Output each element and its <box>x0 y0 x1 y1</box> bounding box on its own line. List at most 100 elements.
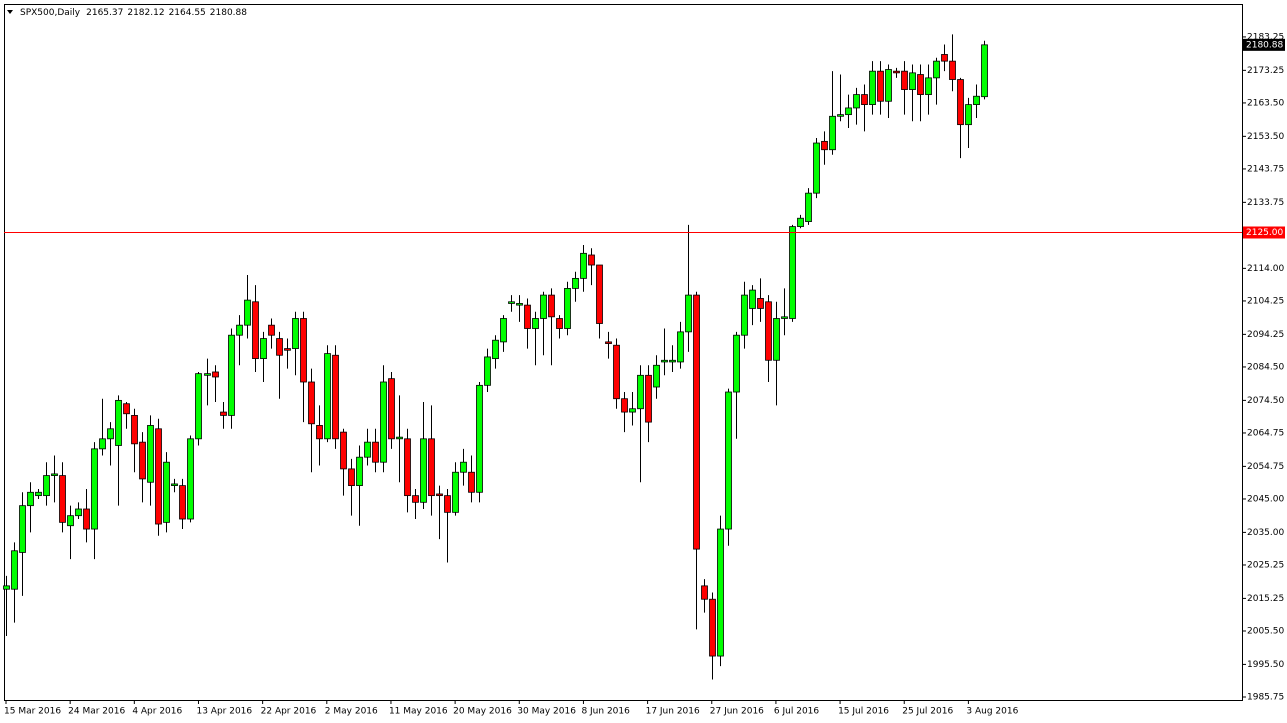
candle-body <box>412 495 419 503</box>
x-tick-label: 13 Apr 2016 <box>196 707 252 717</box>
header-high: 2182.12 <box>127 8 164 18</box>
candle-body <box>917 74 924 95</box>
candle-body <box>195 373 202 440</box>
candle-body <box>588 254 595 266</box>
candle-body <box>933 60 940 79</box>
candle-body <box>131 415 138 445</box>
candle-body <box>596 264 603 324</box>
y-tick-label: 2133.75 <box>1247 198 1284 208</box>
candle-body <box>107 428 114 440</box>
y-tick-label: 2183.25 <box>1247 32 1284 42</box>
candle-body <box>484 356 491 386</box>
x-tick-label: 15 Mar 2016 <box>4 707 61 717</box>
candle-body <box>540 294 547 319</box>
candle-body <box>83 508 90 530</box>
candle-body <box>163 461 170 523</box>
plot-frame <box>4 4 1243 701</box>
candle-body <box>725 391 732 530</box>
candle-body <box>605 341 612 344</box>
candle-body <box>949 60 956 80</box>
candle-body <box>877 70 884 102</box>
candle-body <box>316 425 323 440</box>
candle-body <box>564 288 571 329</box>
candle-body <box>364 441 371 458</box>
candle-body <box>155 428 162 525</box>
candle-body <box>765 301 772 361</box>
candle-body <box>693 294 700 550</box>
y-tick-label: 2005.50 <box>1247 626 1284 636</box>
candle-body <box>797 217 804 227</box>
y-tick-label: 2163.50 <box>1247 98 1284 108</box>
candle-body <box>99 438 106 450</box>
y-tick-label: 2173.25 <box>1247 66 1284 76</box>
candle-body <box>284 348 291 351</box>
candle-body <box>428 438 435 497</box>
x-tick-label: 11 May 2016 <box>389 707 448 717</box>
candle-body <box>292 318 299 349</box>
candle-body <box>837 114 844 117</box>
candle-body <box>348 468 355 487</box>
candle-body <box>171 483 178 487</box>
chart-header: SPX500,Daily 2165.37 2182.12 2164.55 2180.88 <box>20 8 247 18</box>
candle-body <box>492 339 499 360</box>
y-tick-label: 2035.00 <box>1247 528 1284 538</box>
candle-body <box>51 473 58 476</box>
candle-body <box>773 318 780 361</box>
candle-body <box>220 411 227 416</box>
candle-body <box>981 44 988 98</box>
candle-body <box>179 485 186 520</box>
candle-body <box>356 456 363 487</box>
candle-body <box>893 70 900 74</box>
candle-body <box>861 94 868 105</box>
candle-body <box>909 72 916 90</box>
candle-body <box>645 374 652 423</box>
y-tick-label: 2045.00 <box>1247 494 1284 504</box>
candle-body <box>43 475 50 497</box>
price-tag <box>1243 38 1285 51</box>
candle-body <box>781 316 788 319</box>
y-tick-label: 2094.25 <box>1247 330 1284 340</box>
candle-body <box>187 438 194 520</box>
x-tick-label: 27 Jun 2016 <box>710 707 764 717</box>
candle-body <box>396 436 403 440</box>
candle-body <box>957 79 964 126</box>
candle-body <box>59 475 66 523</box>
candle-body <box>829 115 836 151</box>
x-tick-label: 20 May 2016 <box>453 707 512 717</box>
candle-body <box>749 289 756 309</box>
header-open: 2165.37 <box>86 8 123 18</box>
x-tick-label: 24 Mar 2016 <box>68 707 125 717</box>
candle-body <box>508 301 515 304</box>
candle-body <box>204 373 211 376</box>
y-tick-label: 2084.50 <box>1247 362 1284 372</box>
candle-body <box>845 107 852 116</box>
candle-body <box>677 331 684 363</box>
candle-body <box>757 298 764 309</box>
candle-body <box>436 493 443 497</box>
candle-body <box>661 359 668 363</box>
candle-body <box>805 192 812 222</box>
candle-body <box>741 294 748 336</box>
candle-body <box>709 598 716 657</box>
candle-body <box>67 515 74 527</box>
candle-body <box>388 378 395 440</box>
candle-body <box>629 408 636 413</box>
candle-body <box>925 77 932 95</box>
candle-body <box>340 431 347 470</box>
candle-body <box>468 471 475 493</box>
candle-body <box>212 371 219 378</box>
x-tick-label: 3 Aug 2016 <box>966 707 1018 717</box>
x-tick-label: 6 Jul 2016 <box>774 707 819 717</box>
candle-body <box>236 324 243 336</box>
candle-body <box>308 381 315 425</box>
x-tick-label: 25 Jul 2016 <box>902 707 953 717</box>
candle-body <box>941 54 948 62</box>
candle-body <box>404 438 411 497</box>
candle-body <box>252 301 259 360</box>
candle-body <box>869 70 876 105</box>
candle-body <box>733 334 740 393</box>
candle-body <box>452 471 459 513</box>
candle-body <box>685 294 692 333</box>
